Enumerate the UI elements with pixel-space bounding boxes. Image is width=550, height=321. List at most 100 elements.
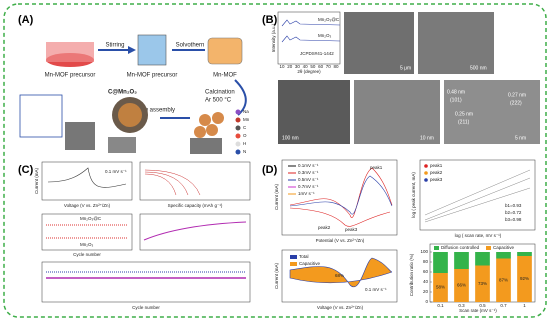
legend-label: O bbox=[243, 133, 247, 138]
x-tick-label: 0.5 bbox=[479, 303, 486, 308]
bar-segment bbox=[454, 269, 469, 302]
label: (211) bbox=[458, 119, 470, 125]
shape bbox=[47, 167, 127, 188]
shape bbox=[354, 80, 440, 144]
legend-swatch bbox=[486, 246, 491, 250]
label: 0.1 mV s⁻¹ bbox=[365, 287, 387, 292]
shape bbox=[46, 42, 94, 62]
shape bbox=[289, 175, 393, 215]
label: Current (mA) bbox=[34, 168, 39, 195]
label: Specific capacity (mAh g⁻¹) bbox=[168, 203, 223, 208]
x-tick-label: 10 bbox=[279, 64, 285, 69]
legend-label: peak1 bbox=[430, 163, 443, 168]
label: log ( peak current, mA) bbox=[411, 172, 416, 218]
shape bbox=[19, 94, 63, 138]
legend-dot bbox=[235, 141, 241, 147]
shape bbox=[137, 34, 167, 66]
label: Potential (V vs. Zn²⁺/Zn) bbox=[316, 238, 365, 243]
x-tick-label: 50 bbox=[310, 64, 316, 69]
legend-label: 1mV s⁻¹ bbox=[298, 191, 315, 196]
legend-dot bbox=[235, 109, 241, 115]
label: Scan rate (mV s⁻¹) bbox=[459, 308, 497, 313]
shape bbox=[424, 169, 531, 223]
label: 100 nm bbox=[282, 135, 299, 141]
label: 5 μm bbox=[400, 65, 411, 71]
value-label: 66% bbox=[457, 283, 466, 288]
legend-label: C bbox=[243, 125, 247, 130]
shape bbox=[41, 161, 133, 201]
label: Current (mA) bbox=[274, 184, 279, 211]
shape bbox=[289, 257, 393, 288]
legend-label: 0.1mV s⁻¹ bbox=[298, 163, 319, 168]
shape bbox=[143, 221, 247, 241]
y-tick-label: 80 bbox=[423, 259, 429, 264]
label: Cycle number bbox=[73, 252, 101, 257]
shape bbox=[212, 112, 224, 124]
label: Calcination bbox=[205, 90, 235, 96]
shape bbox=[207, 37, 243, 65]
label: Mn-MOF bbox=[213, 73, 237, 79]
legend-label: peak3 bbox=[430, 177, 443, 182]
label: Mn₂O₃ bbox=[80, 242, 93, 247]
legend-swatch bbox=[434, 246, 439, 250]
shape bbox=[194, 112, 224, 138]
label: 5 nm bbox=[515, 135, 526, 141]
shape bbox=[139, 213, 251, 251]
value-label: 58% bbox=[436, 285, 445, 290]
shape bbox=[41, 261, 251, 303]
legend-dot bbox=[235, 117, 241, 123]
value-label: 92% bbox=[520, 276, 529, 281]
y-tick-label: 100 bbox=[420, 249, 428, 254]
label: (C) bbox=[18, 164, 34, 176]
label: 68% bbox=[335, 273, 344, 278]
shape bbox=[108, 137, 136, 153]
legend-dot bbox=[424, 171, 428, 175]
label: 2θ (degree) bbox=[297, 69, 321, 74]
label: Intensity (a.u.) bbox=[271, 23, 276, 52]
legend-dot bbox=[424, 178, 428, 182]
bar-segment bbox=[475, 252, 490, 266]
label: Voltage (V vs. Zn²⁺/Zn) bbox=[317, 305, 364, 310]
y-tick-label: 60 bbox=[423, 269, 429, 274]
label: Voltage (V vs. Zn²⁺/Zn) bbox=[64, 203, 111, 208]
label: (D) bbox=[262, 164, 278, 176]
shape bbox=[65, 122, 95, 150]
legend-label: Capacitive bbox=[299, 261, 321, 266]
shape bbox=[46, 224, 128, 239]
label: Ar 500 °C bbox=[205, 98, 232, 104]
x-tick-label: 0.1 bbox=[437, 303, 444, 308]
label: Stirring bbox=[105, 43, 124, 49]
label: Contribution ratio (%) bbox=[409, 253, 414, 296]
label: Mn-MOF precursor bbox=[45, 73, 96, 79]
legend-label: Diffusion controlled bbox=[441, 245, 480, 250]
legend-dot bbox=[235, 149, 241, 155]
shape bbox=[199, 114, 211, 126]
label: Mn₂O₃ bbox=[318, 33, 331, 38]
label: 0.48 nm bbox=[447, 89, 465, 95]
shape bbox=[41, 213, 133, 251]
bar-segment bbox=[496, 252, 511, 259]
legend-label: peak2 bbox=[430, 170, 443, 175]
legend-dot bbox=[235, 133, 241, 139]
value-label: 73% bbox=[478, 281, 487, 286]
y-tick-label: 0 bbox=[425, 299, 428, 304]
shape bbox=[278, 80, 350, 144]
legend-label: Total bbox=[299, 254, 309, 259]
label: Mn₂O₃@C bbox=[318, 17, 340, 22]
legend-label: N bbox=[243, 149, 246, 154]
value-label: 87% bbox=[499, 277, 508, 282]
label: (101) bbox=[450, 97, 462, 103]
label: 10 nm bbox=[420, 135, 434, 141]
legend-label: 0.5mV s⁻¹ bbox=[298, 177, 319, 182]
legend-swatch bbox=[290, 255, 297, 259]
legend-dot bbox=[235, 125, 241, 131]
x-tick-label: 40 bbox=[303, 64, 309, 69]
shape bbox=[118, 103, 142, 127]
shape bbox=[344, 12, 414, 74]
label: 500 nm bbox=[470, 65, 487, 71]
shape bbox=[444, 80, 540, 144]
shape bbox=[418, 12, 494, 74]
bar-segment bbox=[517, 256, 532, 302]
legend-label: Na bbox=[243, 109, 249, 114]
